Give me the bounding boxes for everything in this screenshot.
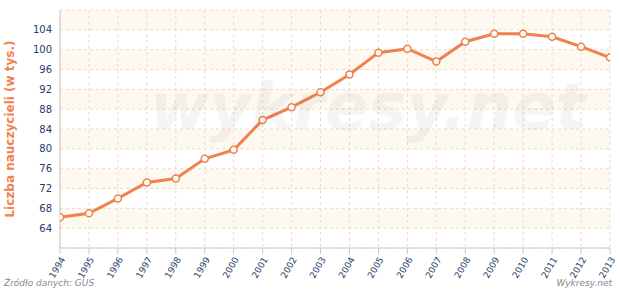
svg-text:64: 64 (39, 223, 52, 234)
svg-text:2000: 2000 (221, 255, 241, 280)
svg-text:1995: 1995 (76, 255, 96, 280)
svg-text:Liczba nauczycieli (w tys.): Liczba nauczycieli (w tys.) (8, 40, 17, 217)
svg-text:2003: 2003 (308, 255, 328, 280)
svg-text:68: 68 (39, 203, 52, 214)
html-text:wykresy.net: wykresy.net (150, 70, 587, 144)
html-text:Źródło danych: GUS: Źródło danych: GUS (4, 278, 95, 288)
svg-text:2011: 2011 (539, 255, 559, 280)
svg-text:1999: 1999 (192, 255, 212, 280)
svg-text:88: 88 (39, 104, 52, 115)
svg-text:96: 96 (39, 64, 52, 75)
svg-text:1996: 1996 (105, 255, 125, 280)
svg-text:104: 104 (33, 24, 52, 35)
svg-text:1998: 1998 (163, 255, 183, 280)
svg-text:2008: 2008 (452, 255, 472, 280)
svg-text:76: 76 (39, 163, 52, 174)
svg-text:2006: 2006 (395, 255, 415, 280)
svg-text:2005: 2005 (366, 255, 386, 280)
svg-text:2009: 2009 (481, 255, 501, 280)
svg-text:2004: 2004 (337, 255, 357, 280)
svg-text:2001: 2001 (250, 255, 270, 280)
svg-text:80: 80 (39, 143, 52, 154)
svg-text:1997: 1997 (134, 255, 154, 280)
html-text:Wykresy.net: Wykresy.net (556, 278, 612, 288)
svg-text:1994: 1994 (47, 255, 67, 280)
svg-text:92: 92 (39, 84, 52, 95)
svg-text:100: 100 (33, 44, 52, 55)
svg-text:84: 84 (39, 124, 52, 135)
svg-text:2007: 2007 (423, 255, 443, 280)
svg-text:2002: 2002 (279, 255, 299, 280)
svg-text:2013: 2013 (597, 255, 612, 280)
svg-text:72: 72 (39, 183, 52, 194)
svg-text:2010: 2010 (510, 255, 530, 280)
svg-text:2012: 2012 (568, 255, 588, 280)
